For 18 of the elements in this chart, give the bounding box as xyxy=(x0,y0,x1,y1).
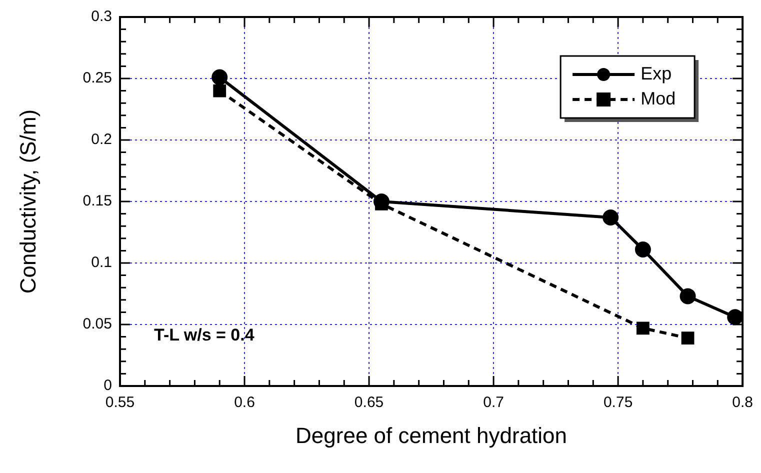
y-tick-label: 0.05 xyxy=(82,316,112,333)
annotation: T-L w/s = 0.4 xyxy=(154,326,255,345)
x-tick-label: 0.6 xyxy=(234,394,255,412)
x-tick-label: 0.55 xyxy=(105,394,135,412)
y-tick-label: 0.3 xyxy=(91,8,112,26)
y-tick-label: 0.25 xyxy=(82,70,112,87)
y-axis-title: Conductivity, (S/m) xyxy=(15,109,40,294)
x-tick-label: 0.75 xyxy=(603,394,633,412)
x-tick-label: 0.8 xyxy=(732,394,754,412)
legend-label: Exp xyxy=(640,63,672,84)
y-tick-label: 0.2 xyxy=(91,131,112,148)
x-tick-label: 0.65 xyxy=(354,394,384,412)
x-axis-title: Degree of cement hydration xyxy=(296,422,568,448)
y-tick-label: 0 xyxy=(104,377,112,394)
y-tick-label: 0.15 xyxy=(82,192,112,210)
x-tick-label: 0.7 xyxy=(483,394,504,412)
legend-label: Mod xyxy=(640,88,676,108)
y-tick-label: 0.1 xyxy=(91,254,112,272)
